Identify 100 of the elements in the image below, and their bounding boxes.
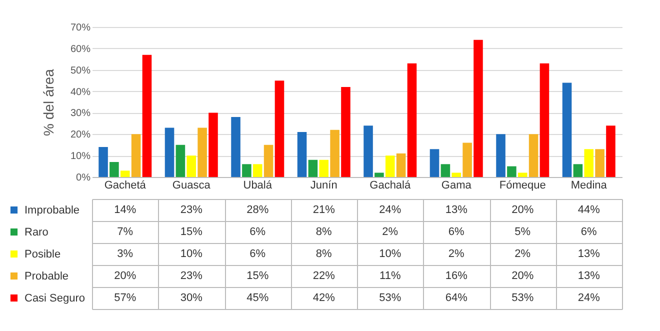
y-tick-label: 70% xyxy=(70,22,91,34)
bar xyxy=(231,117,240,177)
bar xyxy=(341,87,350,177)
data-label: 13% xyxy=(578,270,600,282)
bar xyxy=(330,130,340,177)
data-label: 8% xyxy=(316,248,332,260)
data-label: 2% xyxy=(382,226,398,238)
bar xyxy=(176,144,186,177)
data-label: 10% xyxy=(180,248,203,260)
bar xyxy=(98,147,108,177)
bar xyxy=(528,134,538,177)
data-label: 10% xyxy=(379,248,402,260)
bar xyxy=(562,82,572,177)
data-label: 6% xyxy=(580,226,598,238)
data-label: 42% xyxy=(312,292,336,304)
bar xyxy=(518,172,528,177)
x-tick-label: Fómeque xyxy=(499,180,546,192)
bar xyxy=(274,80,284,177)
bar xyxy=(474,40,483,177)
data-label: 24% xyxy=(379,204,402,216)
bar xyxy=(308,160,318,177)
bar xyxy=(142,54,152,177)
x-tick-label: Ubalá xyxy=(243,180,273,192)
data-label: 20% xyxy=(512,204,534,216)
x-tick-label: Gama xyxy=(441,180,472,192)
data-label: 2% xyxy=(514,248,531,260)
bar xyxy=(364,126,373,177)
data-label: 24% xyxy=(578,292,600,304)
bar xyxy=(242,164,252,177)
x-tick-label: Gachetá xyxy=(104,180,147,192)
bar xyxy=(385,156,395,177)
bar xyxy=(462,142,472,177)
data-label: 14% xyxy=(114,204,136,216)
data-label: 30% xyxy=(180,292,203,304)
bar xyxy=(120,170,130,177)
bar xyxy=(319,160,329,177)
data-label: 22% xyxy=(312,270,336,282)
data-label: 6% xyxy=(250,226,266,238)
bar xyxy=(131,134,141,177)
data-label: 13% xyxy=(578,248,600,260)
x-tick-label: Junín xyxy=(310,180,338,192)
bar xyxy=(164,128,174,177)
y-tick-label: 40% xyxy=(70,86,91,98)
bar xyxy=(208,112,218,177)
data-label: 3% xyxy=(117,248,134,260)
bar xyxy=(407,63,417,177)
data-label: 23% xyxy=(180,270,203,282)
bar xyxy=(595,149,604,177)
data-label: 20% xyxy=(114,270,136,282)
bar xyxy=(297,132,307,177)
y-tick-label: 30% xyxy=(70,108,91,120)
data-label: 16% xyxy=(445,270,468,282)
data-label: 64% xyxy=(445,292,468,304)
legend-label: Improbable xyxy=(24,204,80,216)
y-tick-label: 0% xyxy=(76,172,91,184)
x-tick-label: Gachalá xyxy=(370,180,412,192)
bar xyxy=(252,164,262,177)
bar xyxy=(198,128,207,177)
legend-label: Raro xyxy=(24,226,48,238)
data-label: 15% xyxy=(246,270,269,282)
legend-label: Posible xyxy=(24,248,61,260)
y-tick-label: 60% xyxy=(70,44,91,55)
bar xyxy=(186,156,196,177)
legend-label: Casi Seguro xyxy=(24,292,86,304)
bar xyxy=(374,172,384,177)
bar xyxy=(540,63,550,177)
bar xyxy=(430,149,440,177)
y-axis-title: % del área xyxy=(40,68,56,136)
data-label: 6% xyxy=(250,248,266,260)
bar xyxy=(573,164,583,177)
bar xyxy=(396,153,406,177)
bar xyxy=(496,134,506,177)
y-tick-label: 50% xyxy=(70,65,91,76)
bar xyxy=(606,126,616,177)
bar xyxy=(110,162,119,177)
data-label: 20% xyxy=(512,270,534,282)
data-label: 8% xyxy=(316,226,332,238)
bar xyxy=(440,164,450,177)
y-tick-label: 20% xyxy=(70,130,91,141)
data-label: 53% xyxy=(512,292,534,304)
data-label: 45% xyxy=(246,292,269,304)
data-label: 2% xyxy=(448,248,465,260)
data-label: 7% xyxy=(117,226,134,238)
bar xyxy=(264,144,274,177)
bar xyxy=(452,172,462,177)
data-label: 53% xyxy=(379,292,402,304)
data-label: 13% xyxy=(445,204,468,216)
data-label: 28% xyxy=(246,204,269,216)
data-label: 23% xyxy=(180,204,203,216)
data-label: 6% xyxy=(448,226,465,238)
data-label: 57% xyxy=(114,292,136,304)
bar xyxy=(507,166,516,177)
data-label: 15% xyxy=(180,226,203,238)
x-tick-label: Guasca xyxy=(172,180,212,192)
x-tick-label: Medina xyxy=(570,180,608,192)
data-label: 5% xyxy=(514,226,531,238)
bar xyxy=(584,149,594,177)
y-tick-label: 10% xyxy=(70,151,91,162)
data-label: 44% xyxy=(578,204,600,216)
legend-label: Probable xyxy=(24,270,69,282)
